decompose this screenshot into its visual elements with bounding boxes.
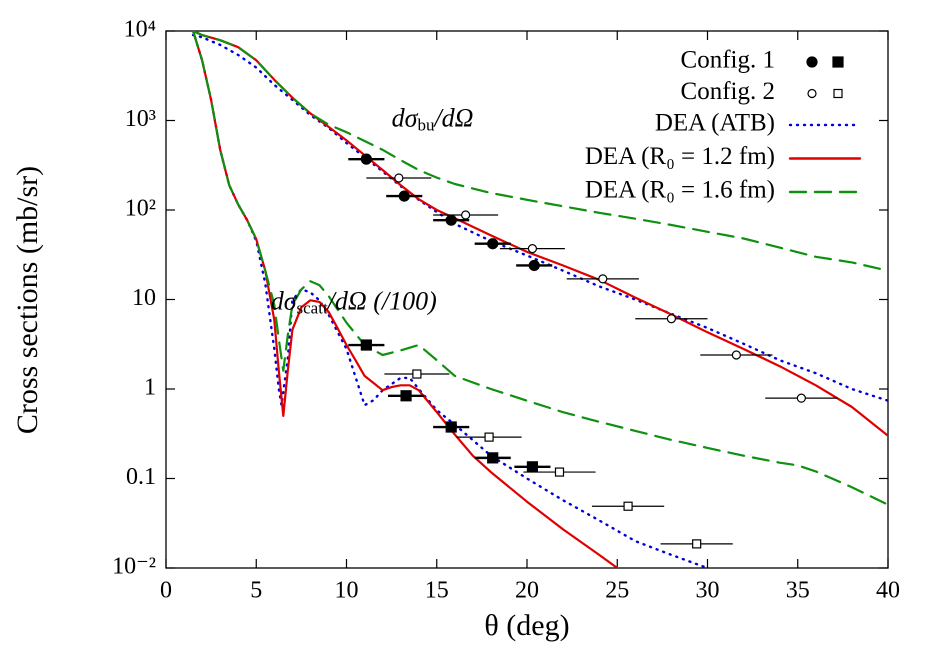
- data-point: [526, 461, 539, 473]
- y-tick-label: 10³: [125, 106, 156, 132]
- curve: [192, 31, 888, 272]
- data-point: [598, 274, 608, 284]
- legend-marker: [832, 56, 844, 68]
- annotation-part: dσ: [392, 103, 419, 132]
- annotation-part: /dΩ: [432, 103, 473, 132]
- data-point: [394, 173, 404, 183]
- data-point: [666, 314, 677, 324]
- legend-label: DEA (R₀ = 1.6 fm): [585, 177, 775, 204]
- x-tick-label: 35: [786, 578, 810, 604]
- data-point: [527, 244, 538, 254]
- x-tick-label: 20: [515, 578, 539, 604]
- data-point: [692, 539, 702, 549]
- legend-label: Config. 2: [681, 78, 775, 105]
- data-point: [623, 501, 633, 511]
- y-tick-label: 10: [132, 285, 156, 311]
- annotation-part: scatt: [297, 299, 328, 318]
- x-tick-label: 15: [425, 578, 449, 604]
- data-point: [445, 421, 457, 433]
- data-point: [360, 153, 372, 165]
- y-tick-label: 1: [144, 375, 156, 401]
- data-point: [554, 467, 565, 477]
- curve: [192, 31, 888, 506]
- x-tick-label: 0: [160, 578, 172, 604]
- legend-label: DEA (ATB): [655, 110, 775, 137]
- data-point: [461, 210, 471, 220]
- curve: [191, 33, 888, 402]
- x-tick-label: 30: [696, 578, 720, 604]
- y-tick-label: 0.1: [126, 464, 156, 490]
- x-tick-label: 5: [250, 578, 262, 604]
- annotation-part: bu: [417, 115, 435, 134]
- data-point: [445, 214, 457, 226]
- y-axis-label: Cross sections (mb/sr): [11, 166, 44, 434]
- curve: [192, 31, 888, 437]
- legend-label: DEA (R₀ = 1.2 fm): [585, 143, 775, 170]
- y-tick-label: 10²: [125, 196, 156, 222]
- data-point: [400, 390, 412, 402]
- curve: [191, 31, 712, 568]
- data-point: [484, 432, 494, 442]
- x-tick-label: 10: [335, 578, 359, 604]
- data-point: [412, 369, 422, 379]
- data-point: [487, 452, 499, 464]
- legend-label: Config. 1: [681, 47, 775, 74]
- legend-marker: [807, 88, 817, 99]
- data-point: [487, 238, 499, 250]
- annotation-part: dσ: [271, 287, 298, 316]
- data-point: [360, 339, 372, 351]
- y-tick-label: 10⁻²: [112, 554, 156, 580]
- x-axis-label: θ (deg): [484, 609, 569, 642]
- data-point: [528, 259, 540, 272]
- plot-area: [191, 31, 888, 568]
- annotation-part: /dΩ (/100): [326, 287, 437, 316]
- annotation: dσbu/dΩ: [392, 103, 474, 134]
- legend-marker: [806, 56, 818, 68]
- x-tick-label: 25: [605, 578, 629, 604]
- annotation: dσscatt/dΩ (/100): [271, 287, 437, 318]
- data-point: [796, 393, 806, 403]
- data-point: [398, 190, 410, 202]
- legend-marker: [833, 88, 843, 99]
- x-tick-label: 40: [876, 578, 900, 604]
- y-tick-label: 10⁴: [124, 17, 156, 43]
- data-point: [731, 350, 741, 360]
